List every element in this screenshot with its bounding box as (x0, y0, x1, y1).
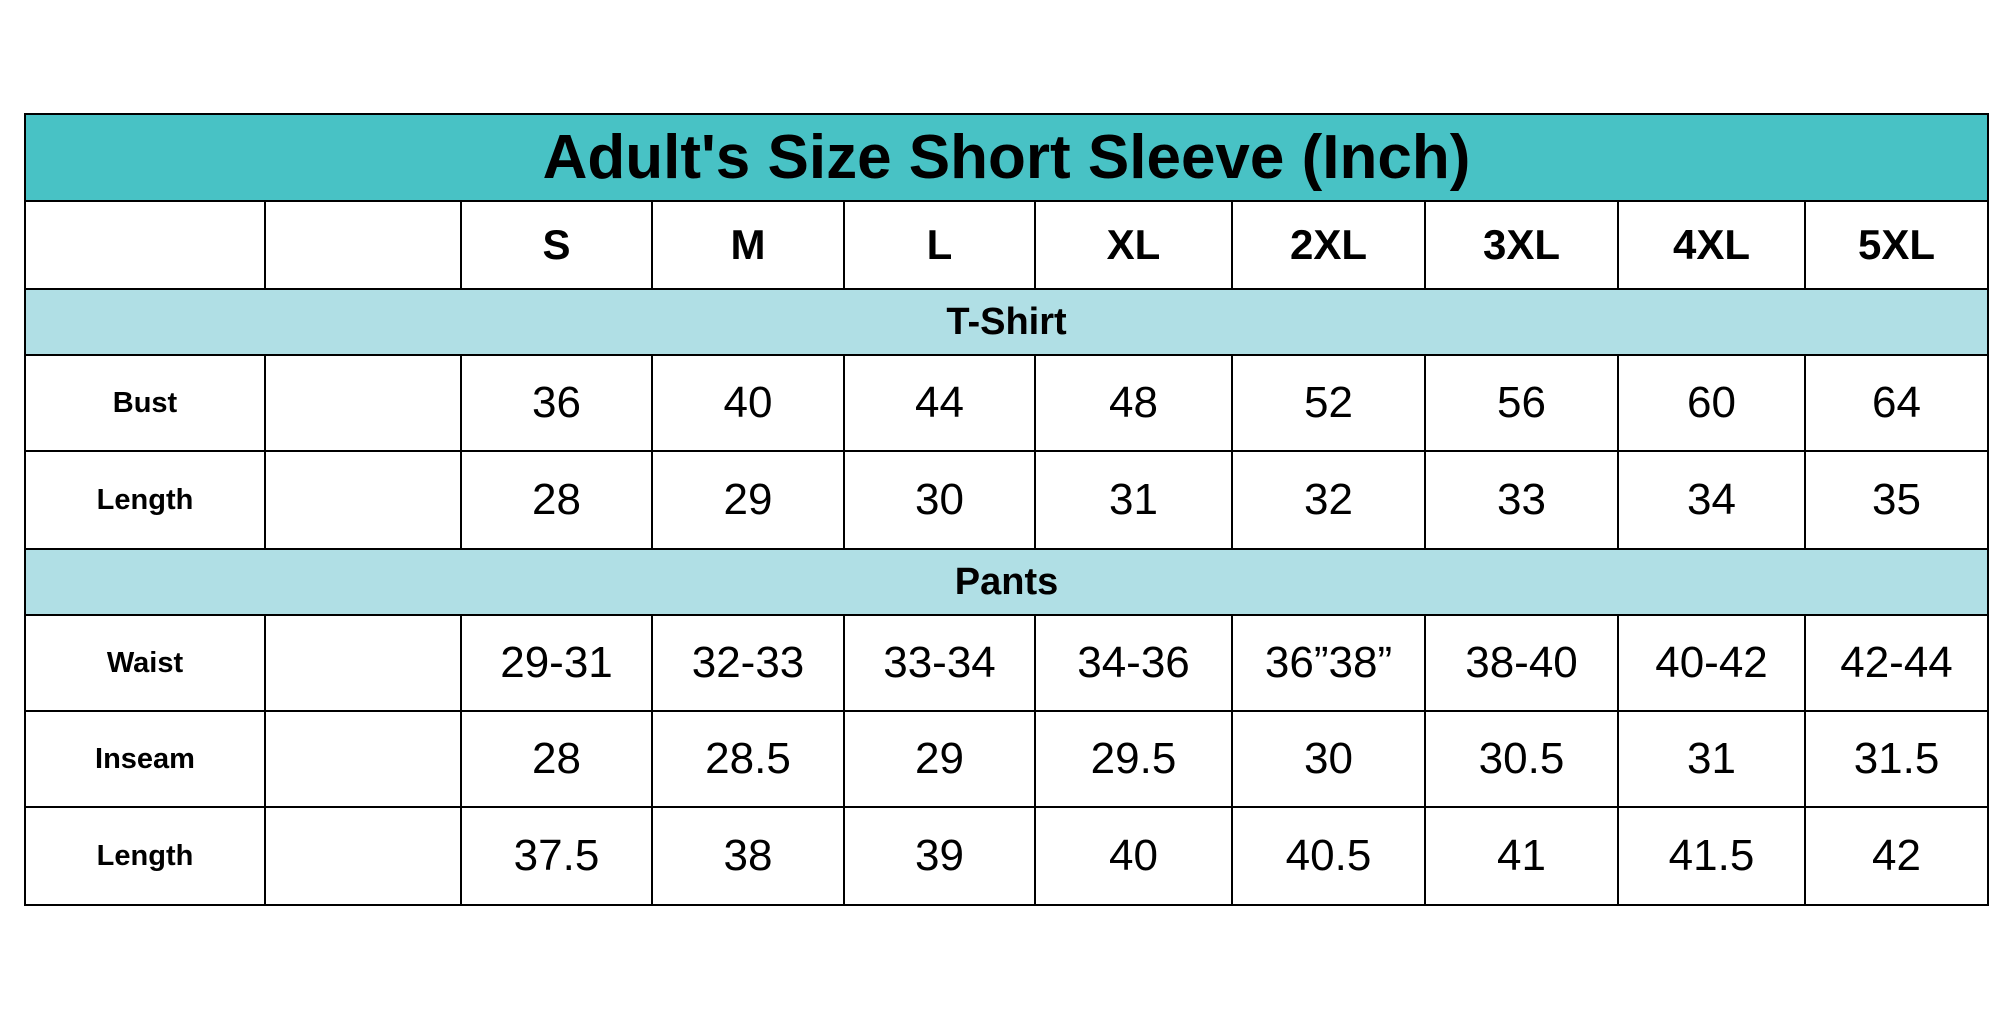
row-label: Inseam (24, 710, 266, 808)
value-cell: 60 (1617, 354, 1806, 452)
value-cell: 37.5 (460, 806, 653, 906)
value-cell: 33-34 (843, 614, 1036, 712)
value-cell: 34-36 (1034, 614, 1233, 712)
size-header-cell: S (460, 200, 653, 290)
value-cell: 35 (1803, 450, 1990, 550)
table-row: Inseam 28 28.5 29 29.5 30 30.5 31 31.5 (24, 710, 1990, 808)
size-header-row: S M L XL 2XL 3XL 4XL 5XL (24, 200, 1990, 290)
value-cell: 31 (1617, 710, 1806, 808)
value-cell: 40 (1034, 806, 1233, 906)
table-row: Length 28 29 30 31 32 33 34 35 (24, 450, 1990, 550)
value-cell: 41 (1424, 806, 1619, 906)
empty-cell (264, 450, 462, 550)
value-cell: 40 (651, 354, 845, 452)
size-header-cell: 5XL (1803, 200, 1990, 290)
value-cell: 28.5 (651, 710, 845, 808)
empty-cell (264, 614, 462, 712)
row-label: Waist (24, 614, 266, 712)
value-cell: 30 (1231, 710, 1426, 808)
row-label: Length (24, 450, 266, 550)
value-cell: 41.5 (1617, 806, 1806, 906)
value-cell: 33 (1424, 450, 1619, 550)
header-empty-cell (264, 200, 462, 290)
value-cell: 40-42 (1617, 614, 1806, 712)
value-cell: 38 (651, 806, 845, 906)
section-title-pants: Pants (23, 548, 1990, 616)
header-empty-cell (24, 200, 266, 290)
value-cell: 32 (1231, 450, 1426, 550)
size-header-cell: L (843, 200, 1036, 290)
size-header-cell: 4XL (1617, 200, 1806, 290)
value-cell: 40.5 (1231, 806, 1426, 906)
value-cell: 30.5 (1424, 710, 1619, 808)
value-cell: 56 (1424, 354, 1619, 452)
value-cell: 42 (1803, 806, 1990, 906)
empty-cell (264, 354, 462, 452)
value-cell: 38-40 (1424, 614, 1619, 712)
value-cell: 52 (1231, 354, 1426, 452)
value-cell: 64 (1803, 354, 1990, 452)
value-cell: 36”38” (1231, 614, 1426, 712)
empty-cell (264, 710, 462, 808)
value-cell: 28 (460, 450, 653, 550)
table-row: Length 37.5 38 39 40 40.5 41 41.5 42 (24, 806, 1990, 906)
section-title-tshirt: T-Shirt (23, 288, 1990, 356)
size-header-cell: M (651, 200, 845, 290)
value-cell: 29.5 (1034, 710, 1233, 808)
chart-title: Adult's Size Short Sleeve (Inch) (23, 113, 1990, 202)
empty-cell (264, 806, 462, 906)
value-cell: 36 (460, 354, 653, 452)
value-cell: 42-44 (1803, 614, 1990, 712)
value-cell: 44 (843, 354, 1036, 452)
title-row: Adult's Size Short Sleeve (Inch) (23, 113, 1990, 202)
value-cell: 30 (843, 450, 1036, 550)
size-header-cell: 2XL (1231, 200, 1426, 290)
size-header-cell: 3XL (1424, 200, 1619, 290)
value-cell: 31 (1034, 450, 1233, 550)
value-cell: 29 (651, 450, 845, 550)
value-cell: 31.5 (1803, 710, 1990, 808)
section-header-row: Pants (23, 548, 1990, 616)
value-cell: 28 (460, 710, 653, 808)
value-cell: 29 (843, 710, 1036, 808)
section-header-row: T-Shirt (23, 288, 1990, 356)
value-cell: 39 (843, 806, 1036, 906)
value-cell: 34 (1617, 450, 1806, 550)
size-header-cell: XL (1034, 200, 1233, 290)
row-label: Length (24, 806, 266, 906)
row-label: Bust (24, 354, 266, 452)
value-cell: 32-33 (651, 614, 845, 712)
size-chart-table: Adult's Size Short Sleeve (Inch) S M L X… (23, 113, 1990, 906)
value-cell: 48 (1034, 354, 1233, 452)
table-row: Waist 29-31 32-33 33-34 34-36 36”38” 38-… (24, 614, 1990, 712)
table-row: Bust 36 40 44 48 52 56 60 64 (24, 354, 1990, 452)
value-cell: 29-31 (460, 614, 653, 712)
